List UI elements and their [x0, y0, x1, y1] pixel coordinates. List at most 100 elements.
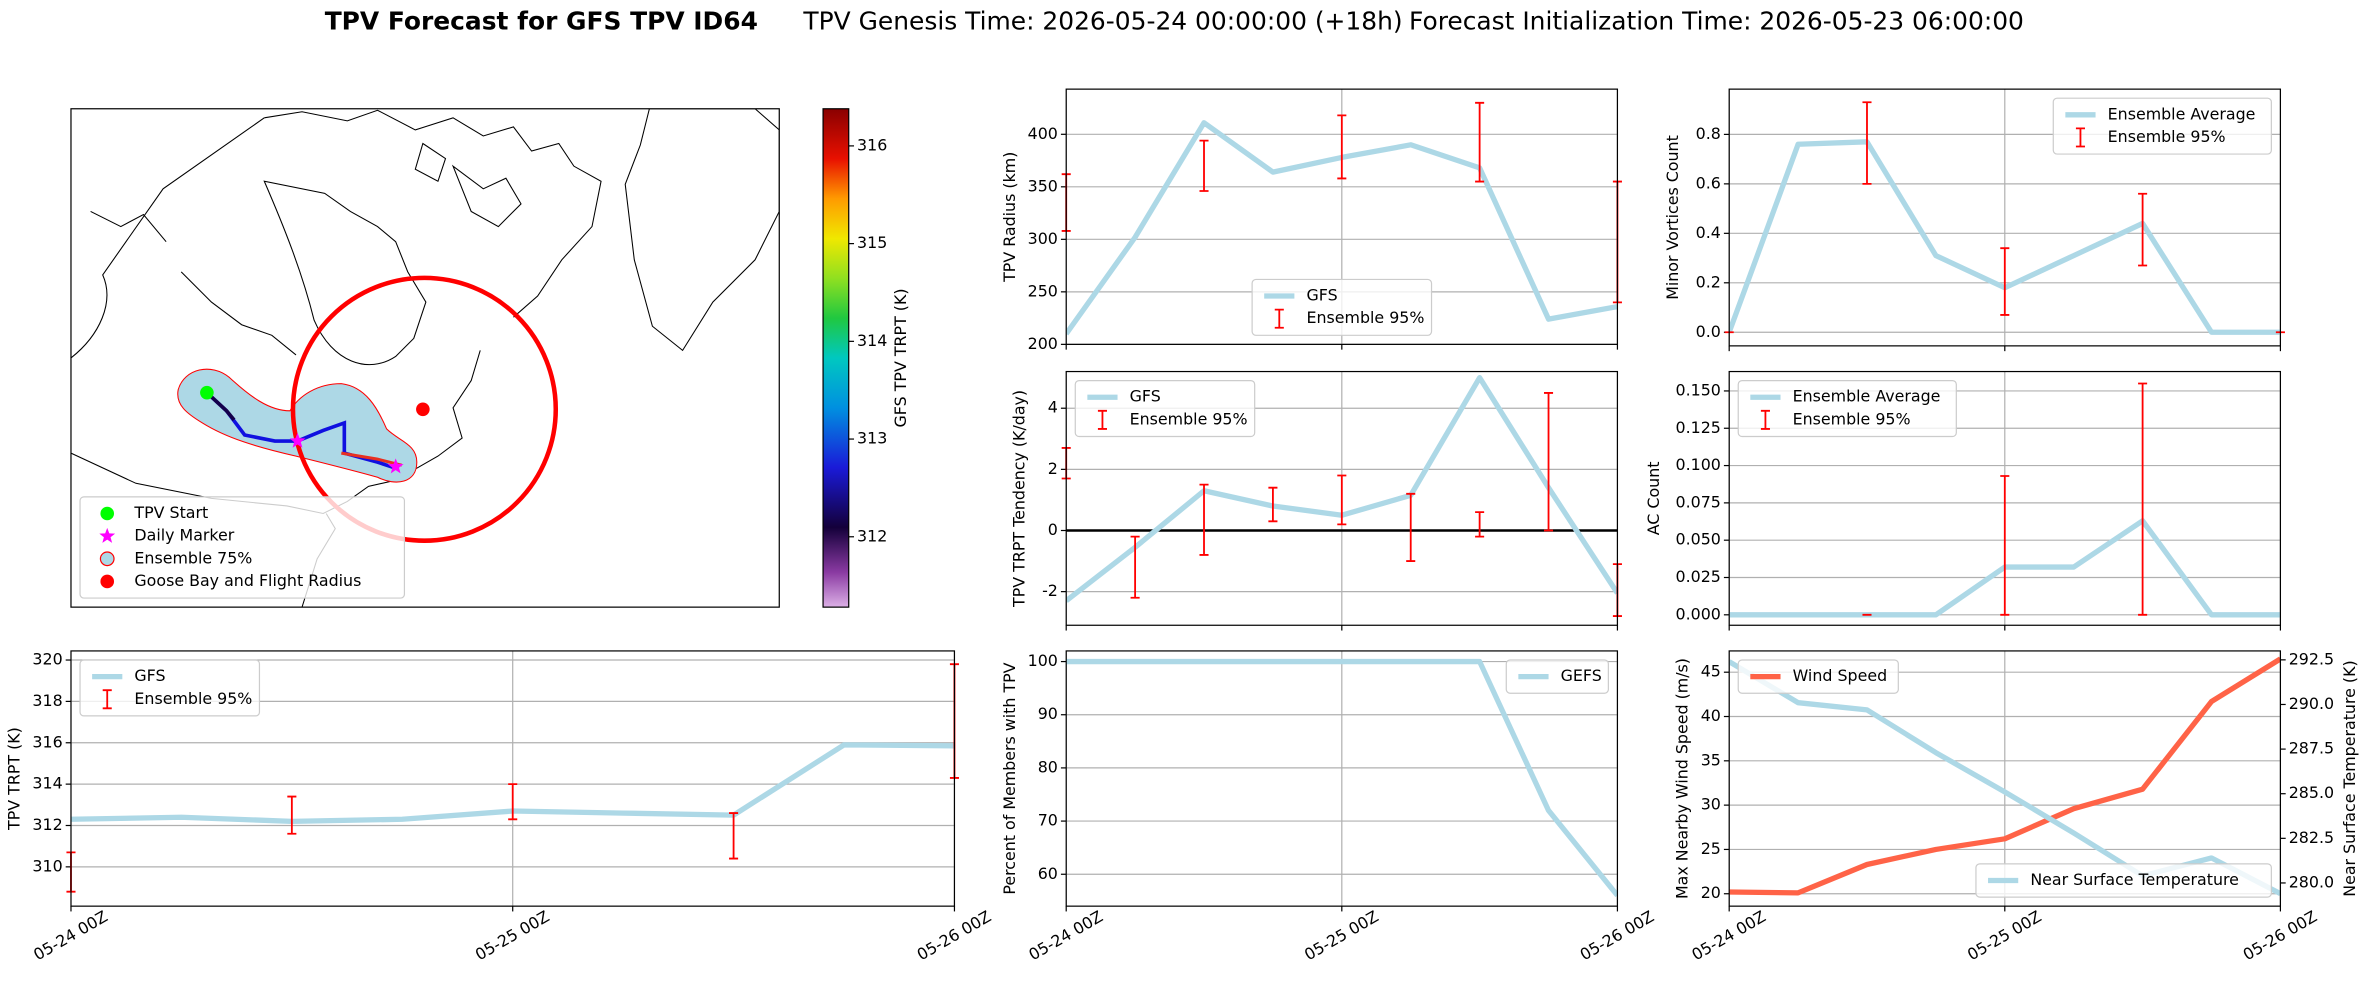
error-bar [1862, 101, 1872, 185]
legend-swatch [99, 527, 116, 543]
error-bar [2138, 382, 2148, 616]
y-tick-label: 0.8 [1696, 124, 1721, 143]
y-tick-label: 0.2 [1696, 272, 1721, 291]
legend-box [1074, 379, 1256, 438]
x-tick-label: 05-26 00Z [1577, 907, 1658, 965]
y-tick-label: 4 [1048, 398, 1058, 417]
legend-label: GFS [1306, 286, 1337, 305]
y2-tick-label: 285.0 [2289, 783, 2334, 802]
y-axis-label: Minor Vortices Count [1663, 135, 1682, 300]
axes-frame [1065, 88, 1619, 345]
axes-frame [1728, 650, 2282, 907]
y-axis-label: TPV TRPT Tendency (K/day) [1009, 390, 1028, 608]
legend-label: GFS [134, 666, 165, 685]
x-tick-label: 05-25 00Z [1301, 907, 1382, 965]
legend-box [79, 496, 406, 599]
y-tick-label: 0.6 [1696, 173, 1721, 192]
legend-swatch [1274, 308, 1284, 329]
x-tick-label: 05-24 00Z [1688, 907, 1769, 965]
legend-swatch [100, 574, 115, 589]
x-tick-label: 05-25 00Z [472, 907, 553, 965]
legend-label: Ensemble 95% [1306, 308, 1424, 327]
legend-box [1505, 659, 1609, 694]
legend-box [1975, 863, 2272, 898]
legend-label: Ensemble Average [2108, 104, 2256, 123]
y-axis-label: Percent of Members with TPV [1000, 662, 1019, 894]
legend-swatch [100, 506, 115, 521]
legend-box [2052, 97, 2272, 155]
y-tick-label: 0.150 [1676, 380, 1721, 399]
daily-marker [387, 458, 404, 474]
y-tick-label: 80 [1038, 757, 1058, 776]
y-tick-label: 30 [1701, 795, 1721, 814]
legend-label: Ensemble 95% [134, 689, 252, 708]
error-bar [2000, 475, 2010, 616]
legend-label: Ensemble 95% [2108, 127, 2226, 146]
legend-label: GEFS [1561, 666, 1602, 685]
series-line [1066, 658, 1618, 898]
legend-box [1251, 278, 1433, 336]
y-tick-label: 312 [32, 815, 62, 834]
error-bar [508, 783, 518, 821]
legend-box [1737, 659, 1899, 694]
error-bar [1544, 392, 1554, 532]
y-tick-label: 400 [1028, 124, 1058, 143]
error-bar [2138, 192, 2148, 267]
legend-label: Near Surface Temperature [2030, 870, 2239, 889]
colorbar [822, 108, 850, 608]
y-tick-label: 0.025 [1676, 567, 1721, 586]
y-tick-label: 70 [1038, 811, 1058, 830]
legend-label: Daily Marker [134, 526, 234, 545]
y2-tick-label: 282.5 [2289, 828, 2334, 847]
y-tick-label: 60 [1038, 864, 1058, 883]
y-axis-label: TPV TRPT (K) [5, 727, 24, 831]
legend-label: Goose Bay and Flight Radius [134, 571, 361, 590]
y2-tick-label: 292.5 [2289, 649, 2334, 668]
y-tick-label: 0.050 [1676, 530, 1721, 549]
axes-frame [1065, 370, 1619, 626]
legend-label: Ensemble 95% [1130, 409, 1248, 428]
axes-frame [1065, 650, 1619, 907]
y-tick-label: 350 [1028, 176, 1058, 195]
y-tick-label: 0.0 [1696, 322, 1721, 341]
y-tick-label: 200 [1028, 334, 1058, 353]
colorbar-label: GFS TPV TRPT (K) [891, 288, 910, 427]
legend-label: Ensemble 95% [1793, 409, 1911, 428]
error-bar [1199, 139, 1209, 192]
y-tick-label: 0.000 [1676, 604, 1721, 623]
error-bar [1337, 114, 1347, 180]
x-tick-label: 05-26 00Z [914, 907, 995, 965]
y-tick-label: 0.4 [1696, 223, 1721, 242]
y-tick-label: 300 [1028, 229, 1058, 248]
error-bar [1406, 492, 1416, 562]
y-tick-label: 0 [1048, 520, 1058, 539]
y-tick-label: 40 [1701, 706, 1721, 725]
y-tick-label: 0.075 [1676, 492, 1721, 511]
x-tick-label: 05-25 00Z [1964, 907, 2045, 965]
genesis-time: TPV Genesis Time: 2026-05-24 00:00:00 (+… [802, 7, 1402, 36]
y-tick-label: -2 [1042, 581, 1058, 600]
init-time: Forecast Initialization Time: 2026-05-23… [1409, 7, 2024, 36]
colorbar-tick-label: 313 [857, 429, 887, 448]
ensemble-region [177, 368, 418, 483]
tpv-start [200, 385, 214, 400]
y-tick-label: 0.100 [1676, 455, 1721, 474]
error-bar [729, 812, 739, 860]
y-tick-label: 316 [32, 732, 62, 751]
map-frame [70, 108, 780, 608]
y-tick-label: 35 [1701, 750, 1721, 769]
goose-bay [416, 402, 430, 417]
x-tick-label: 05-24 00Z [1025, 907, 1106, 965]
legend-box [79, 659, 261, 717]
x-tick-label: 05-26 00Z [2240, 907, 2321, 965]
colorbar-tick-label: 316 [857, 135, 887, 154]
y-tick-label: 250 [1028, 281, 1058, 300]
colorbar-tick-label: 312 [857, 526, 887, 545]
legend-box [1737, 379, 1957, 438]
error-bar [1475, 511, 1485, 538]
legend-label: Ensemble 75% [134, 548, 252, 567]
axes-frame [1728, 370, 2282, 626]
error-bar [1130, 535, 1140, 599]
y-tick-label: 90 [1038, 704, 1058, 723]
